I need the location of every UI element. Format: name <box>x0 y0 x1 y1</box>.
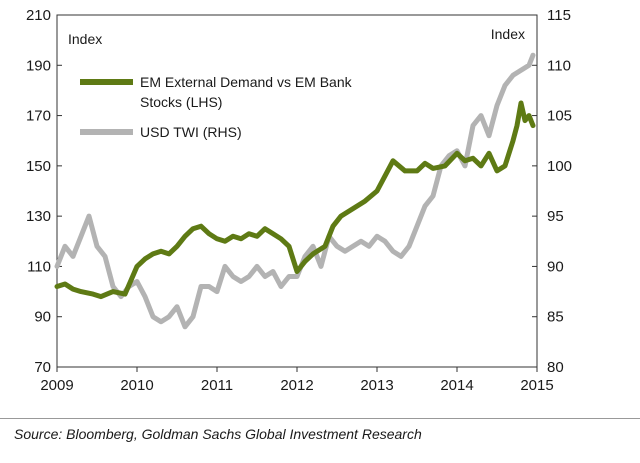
x-tick-label: 2012 <box>280 377 313 394</box>
left-tick-label: 70 <box>34 359 51 376</box>
x-tick-label: 2015 <box>520 377 553 394</box>
source-divider <box>0 418 640 419</box>
series-line-em-external-demand <box>54 100 536 300</box>
right-axis-label: Index <box>491 26 525 42</box>
right-tick-label: 90 <box>547 258 564 275</box>
left-axis-label: Index <box>68 31 102 47</box>
right-tick-label: 80 <box>547 359 564 376</box>
left-axis-ticks: 70 90 110 130 150 170 190 210 <box>26 7 62 376</box>
left-tick-label: 110 <box>27 258 51 275</box>
left-tick-label: 130 <box>26 208 51 225</box>
right-tick-label: 100 <box>547 158 572 175</box>
chart: 70 90 110 130 150 170 190 210 80 85 90 95 100 105 110… <box>26 7 572 394</box>
right-tick-label: 110 <box>547 57 571 74</box>
right-tick-label: 95 <box>547 208 564 225</box>
right-tick-label: 105 <box>547 108 572 125</box>
x-axis-ticks: 2009 2010 2011 2012 2013 2014 2015 <box>40 367 554 394</box>
left-tick-label: 190 <box>26 57 51 74</box>
right-tick-label: 115 <box>547 7 571 24</box>
right-axis-ticks: 80 85 90 95 100 105 110 115 <box>532 7 572 376</box>
plot-frame <box>56 14 538 368</box>
left-tick-label: 90 <box>34 309 51 326</box>
series-layer <box>54 52 536 330</box>
x-tick-label: 2009 <box>40 377 73 394</box>
legend-label-em-external-demand-line2: Stocks (LHS) <box>140 94 222 110</box>
source-note: Source: Bloomberg, Goldman Sachs Global … <box>14 426 422 442</box>
legend: EM External Demand vs EM Bank Stocks (LH… <box>80 74 353 140</box>
right-tick-label: 85 <box>547 309 564 326</box>
x-tick-label: 2013 <box>360 377 393 394</box>
left-tick-label: 170 <box>26 108 51 125</box>
left-tick-label: 150 <box>26 158 51 175</box>
legend-label-em-external-demand-line1: EM External Demand vs EM Bank <box>140 74 353 90</box>
x-tick-label: 2010 <box>120 377 153 394</box>
left-tick-label: 210 <box>26 7 51 24</box>
legend-label-usd-twi: USD TWI (RHS) <box>140 124 242 140</box>
x-tick-label: 2011 <box>201 377 233 394</box>
x-tick-label: 2014 <box>440 377 473 394</box>
